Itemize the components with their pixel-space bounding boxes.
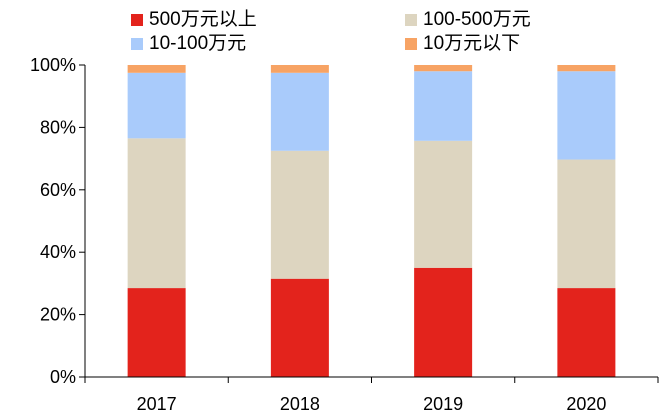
bar-segment-2017-2 xyxy=(127,72,186,139)
bar-segment-2019-2 xyxy=(414,71,473,141)
bar-segment-2020-1 xyxy=(557,159,616,289)
bar-segment-2020-0 xyxy=(557,288,616,377)
bars-group xyxy=(127,65,616,377)
legend-swatch xyxy=(131,13,143,26)
legend-item-100-500: 100-500万元 xyxy=(405,10,531,29)
bar-segment-2017-3 xyxy=(127,65,186,73)
legend-label: 10-100万元 xyxy=(149,33,247,54)
bar-segment-2018-3 xyxy=(270,65,329,73)
legend-item-under-10: 10万元以下 xyxy=(405,34,520,53)
bar-segment-2020-3 xyxy=(557,65,616,72)
legend-label: 100-500万元 xyxy=(423,9,531,30)
legend-item-500-plus: 500万元以上 xyxy=(131,10,257,29)
bar-segment-2018-2 xyxy=(270,72,329,151)
x-tick-label: 2020 xyxy=(566,394,606,414)
x-tick-label: 2017 xyxy=(137,394,177,414)
bar-segment-2019-3 xyxy=(414,65,473,72)
legend-item-10-100: 10-100万元 xyxy=(131,34,246,53)
bar-segment-2020-2 xyxy=(557,71,616,160)
legend-label: 500万元以上 xyxy=(149,9,257,30)
bar-segment-2017-1 xyxy=(127,138,186,289)
axes-group: 2017 2018 2019 2020 0% 20% 40% 60% 80% 100% xyxy=(30,55,659,414)
x-tick-label: 2019 xyxy=(423,394,463,414)
legend-label: 10万元以下 xyxy=(423,33,521,54)
bar-segment-2017-0 xyxy=(127,288,186,377)
y-tick-label: 20% xyxy=(40,305,76,325)
bar-segment-2018-0 xyxy=(270,278,329,377)
legend-swatch xyxy=(131,37,143,50)
legend-swatch xyxy=(405,13,417,26)
y-tick-label: 40% xyxy=(40,242,76,262)
y-tick-label: 100% xyxy=(30,55,76,75)
legend-swatch xyxy=(405,37,417,50)
bar-segment-2019-0 xyxy=(414,267,473,377)
bar-segment-2018-1 xyxy=(270,150,329,279)
bar-segment-2019-1 xyxy=(414,140,473,268)
y-tick-label: 60% xyxy=(40,180,76,200)
y-tick-label: 0% xyxy=(50,367,76,387)
y-tick-label: 80% xyxy=(40,117,76,137)
x-tick-label: 2018 xyxy=(280,394,320,414)
